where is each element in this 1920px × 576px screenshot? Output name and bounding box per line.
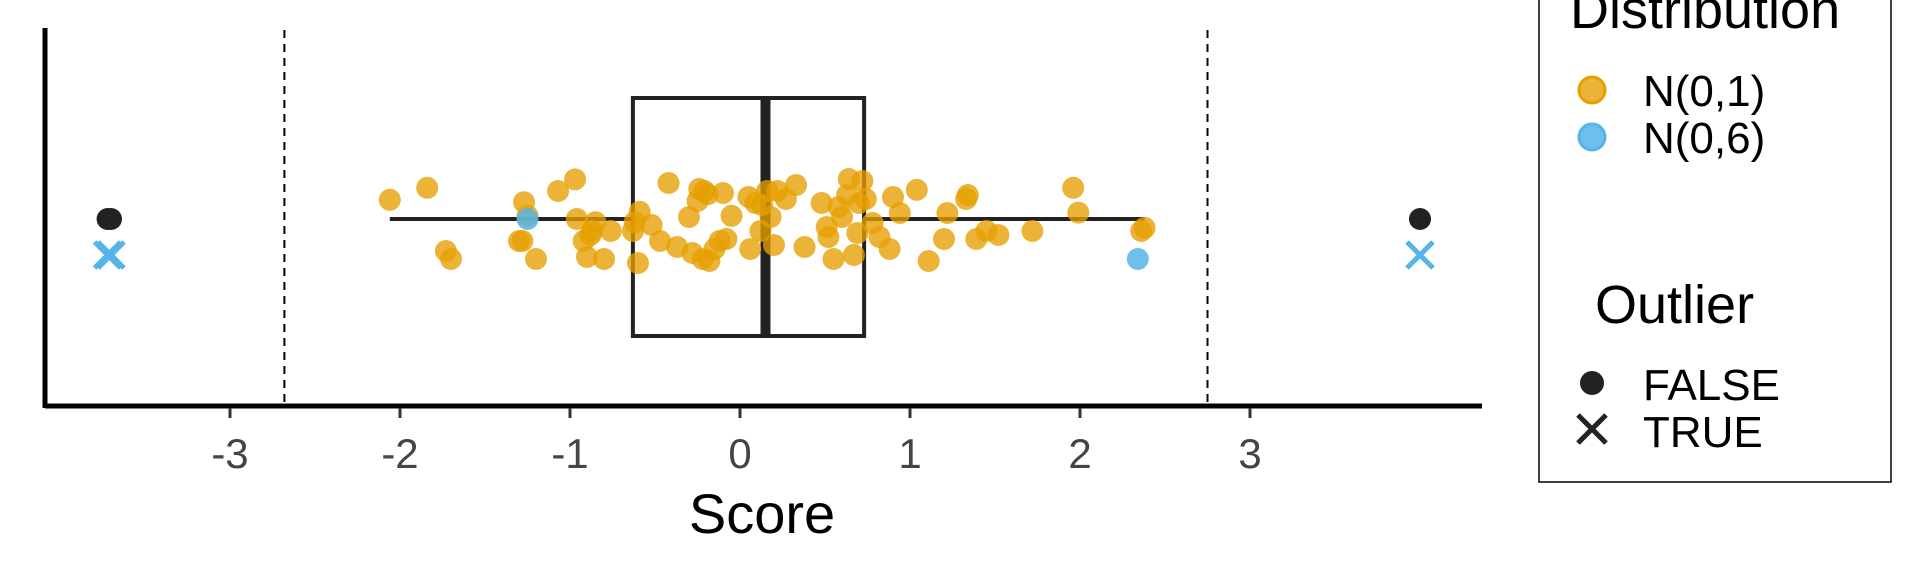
legend-label-n06: N(0,6) [1643, 114, 1765, 163]
data-point [817, 226, 840, 248]
reference-lines [283, 30, 1209, 404]
outlier-false-point [100, 208, 122, 230]
outlier-markers [92, 208, 1435, 270]
data-point [657, 172, 680, 194]
data-point [547, 180, 570, 202]
legend: Distribution N(0,1) N(0,6) Outlier FALSE… [1538, 0, 1892, 483]
legend-label-true: TRUE [1643, 408, 1763, 457]
data-point [956, 184, 979, 206]
data-point [763, 234, 785, 256]
legend-label-false: FALSE [1643, 361, 1780, 410]
data-point [516, 208, 539, 230]
legend-swatch-n01 [1577, 75, 1607, 105]
data-point [627, 252, 649, 274]
data-point [831, 206, 853, 228]
data-point [878, 238, 901, 260]
x-axis-ticks: -3 -2 -1 0 1 2 3 [211, 408, 1262, 477]
outlier-true-marker [96, 240, 126, 270]
x-tick-label: 3 [1238, 430, 1261, 477]
data-point [739, 238, 762, 260]
legend-swatch-false [1580, 371, 1604, 395]
data-point [785, 174, 808, 196]
data-point [649, 230, 672, 252]
data-point [854, 188, 877, 210]
data-point [851, 170, 874, 192]
data-point [842, 244, 865, 266]
data-point [987, 224, 1010, 246]
legend-label-n01: N(0,1) [1643, 67, 1765, 116]
data-point [759, 206, 782, 228]
data-point [378, 188, 401, 211]
data-point [440, 248, 462, 270]
data-point [715, 228, 738, 250]
data-point [576, 246, 598, 268]
data-point [565, 208, 588, 230]
data-point [1126, 248, 1149, 270]
x-tick-label: 1 [898, 430, 921, 477]
data-point [1067, 201, 1090, 224]
legend-swatch-n06 [1577, 122, 1607, 152]
data-point [822, 248, 845, 270]
plot-area [92, 30, 1435, 404]
data-point [888, 202, 911, 224]
legend-distribution-title: Distribution [1570, 0, 1840, 40]
data-point [1021, 220, 1044, 242]
data-point [905, 178, 928, 201]
data-point [810, 192, 833, 214]
legend-outlier-title: Outlier [1595, 275, 1754, 335]
legend-swatch-true [1576, 413, 1608, 445]
x-axis-title: Score [689, 482, 835, 545]
data-point [917, 250, 940, 272]
data-point [1062, 176, 1085, 199]
x-tick-label: -1 [551, 430, 588, 477]
x-tick-label: 0 [728, 430, 751, 477]
data-point [720, 204, 743, 227]
data-point [933, 228, 955, 250]
data-point [1133, 216, 1156, 239]
x-tick-label: 2 [1068, 430, 1091, 477]
x-tick-label: -3 [211, 430, 248, 477]
outlier-true-marker [1405, 240, 1435, 270]
data-point [416, 176, 439, 199]
x-tick-label: -2 [381, 430, 418, 477]
outlier-false-point [1409, 208, 1431, 230]
data-point [593, 248, 615, 270]
data-point [712, 182, 734, 204]
data-point [564, 168, 587, 191]
data-point [525, 248, 547, 270]
data-point [599, 220, 622, 242]
data-points [378, 168, 1156, 274]
data-point [936, 202, 959, 224]
data-point [511, 230, 534, 252]
data-point [793, 236, 816, 258]
